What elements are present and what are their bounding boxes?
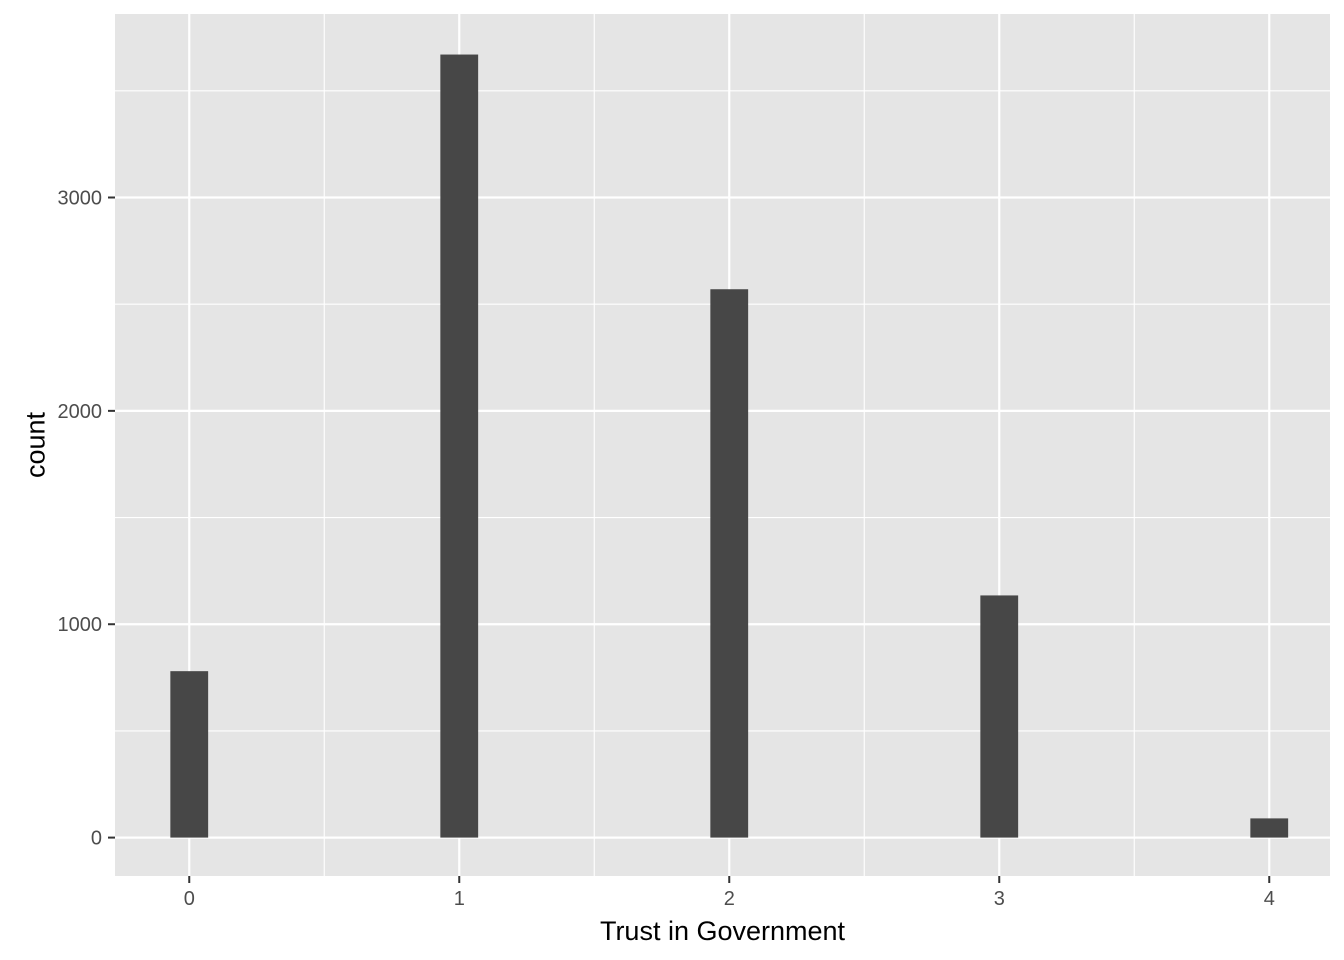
y-axis: 0 1000 2000 3000 (58, 187, 115, 850)
x-axis: 0 1 2 3 4 (184, 876, 1275, 910)
x-tick-label: 4 (1264, 888, 1275, 910)
y-tick-label: 2000 (58, 401, 103, 423)
bar-2 (710, 289, 749, 838)
x-tick-label: 2 (724, 888, 735, 910)
bar-3 (980, 595, 1019, 838)
y-tick-label: 0 (91, 828, 102, 850)
x-tick-label: 3 (994, 888, 1005, 910)
y-tick-label: 1000 (58, 614, 103, 636)
y-tick-label: 3000 (58, 187, 103, 209)
bar-1 (440, 54, 479, 838)
bars (170, 54, 1289, 838)
bar-4 (1250, 818, 1289, 838)
x-tick-label: 0 (184, 888, 195, 910)
y-axis-title: count (20, 411, 50, 478)
x-tick-label: 1 (454, 888, 465, 910)
bar-0 (170, 671, 209, 838)
x-axis-title: Trust in Government (600, 916, 846, 946)
